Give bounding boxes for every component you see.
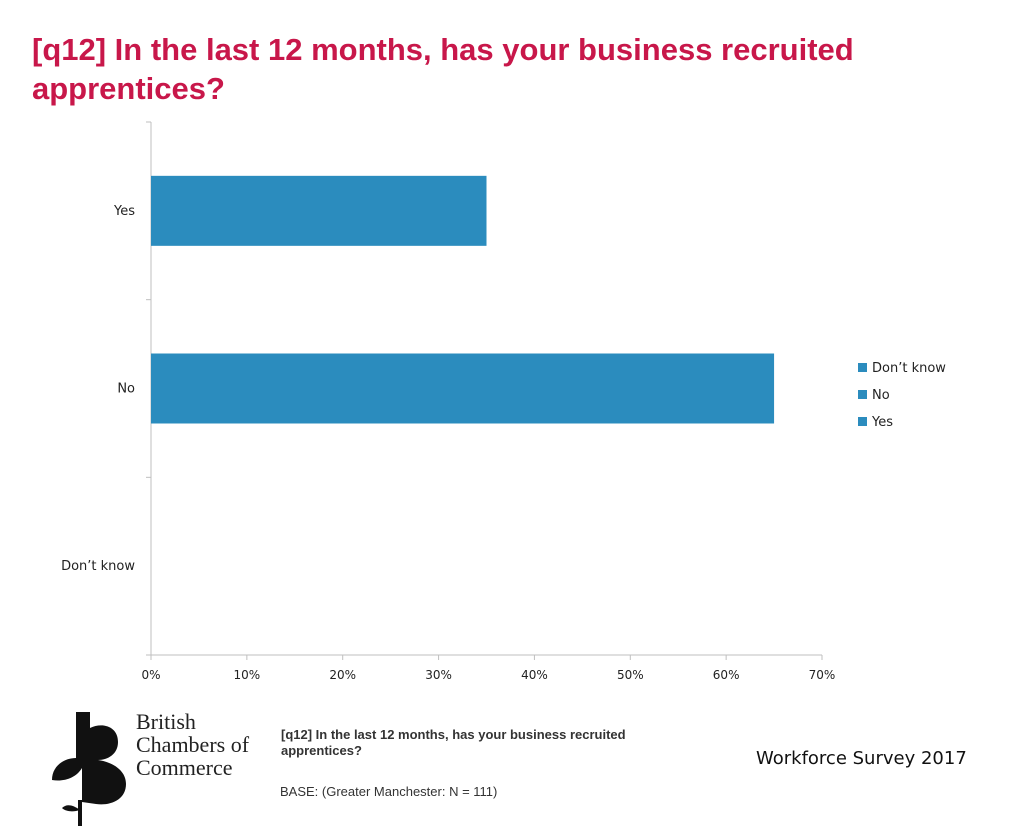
bar-0: [151, 175, 487, 246]
legend-swatch: [858, 417, 867, 426]
x-tick-label: 30%: [425, 668, 452, 682]
category-label: Yes: [113, 204, 135, 219]
category-label: No: [117, 382, 135, 397]
x-tick-label: 40%: [521, 668, 548, 682]
logo-line-2: Chambers of: [136, 732, 250, 757]
legend-entry: Yes: [871, 415, 893, 430]
category-labels: Yes No Don’t know: [61, 204, 135, 574]
legend-swatch: [858, 363, 867, 372]
logo-wordmark: British Chambers of Commerce: [136, 710, 249, 779]
legend-entry: No: [872, 388, 890, 403]
legend-entry: Don’t know: [872, 361, 946, 376]
x-tick-label: 60%: [713, 668, 740, 682]
chart-bars: [151, 175, 775, 424]
footer-base: BASE: (Greater Manchester: N = 111): [280, 784, 498, 799]
page-title: [q12] In the last 12 months, has your bu…: [32, 32, 854, 106]
x-tick-label: 50%: [617, 668, 644, 682]
x-tick-label: 10%: [234, 668, 261, 682]
x-tick-label: 0%: [141, 668, 160, 682]
bcc-logo-icon: [52, 712, 126, 826]
legend-swatch: [858, 390, 867, 399]
bar-1: [151, 353, 775, 424]
x-tick-label: 70%: [809, 668, 836, 682]
category-label: Don’t know: [61, 559, 135, 574]
x-tick-labels: 0% 10% 20% 30% 40% 50% 60% 70%: [141, 655, 835, 682]
logo-line-1: British: [136, 709, 196, 734]
survey-name: Workforce Survey 2017: [756, 748, 967, 769]
x-tick-label: 20%: [329, 668, 356, 682]
logo-line-3: Commerce: [136, 755, 233, 780]
footer-question: [q12] In the last 12 months, has your bu…: [281, 727, 626, 758]
chart-legend: Don’t know No Yes: [858, 361, 946, 430]
